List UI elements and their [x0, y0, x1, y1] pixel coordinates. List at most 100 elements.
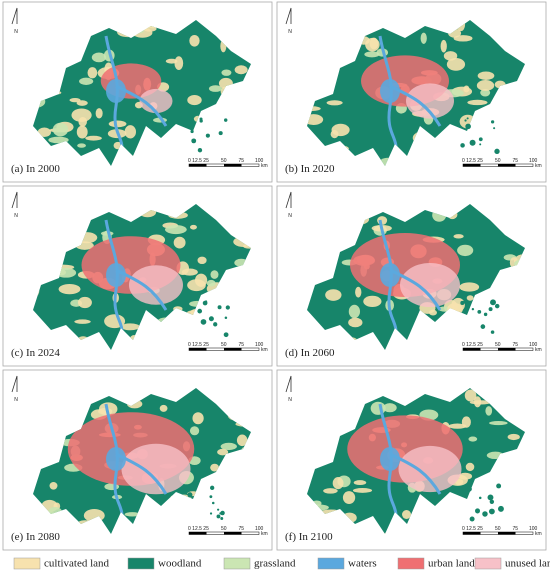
cultivated-patch — [485, 406, 493, 416]
urban-fringe — [139, 88, 173, 114]
scale-bar-black — [224, 348, 242, 351]
cultivated-patch — [467, 99, 488, 106]
cultivated-patch — [206, 279, 216, 287]
island — [490, 120, 495, 124]
island — [210, 485, 215, 490]
legend-label: grassland — [254, 558, 296, 570]
legend-swatch — [127, 557, 155, 570]
cultivated-patch — [480, 88, 491, 97]
island — [216, 514, 221, 519]
water-body — [380, 79, 400, 103]
cultivated-patch — [77, 296, 92, 309]
cultivated-patch — [181, 268, 198, 276]
island — [488, 508, 495, 515]
cultivated-patch — [217, 448, 229, 456]
cultivated-patch — [370, 401, 386, 415]
island — [225, 305, 230, 310]
cultivated-patch — [348, 317, 363, 328]
legend-label: urban land — [428, 558, 475, 570]
water-body — [106, 79, 126, 103]
island — [496, 483, 502, 489]
scale-tick: 75 — [239, 158, 245, 164]
cultivated-patch — [49, 481, 58, 490]
island — [483, 312, 488, 317]
cultivated-patch — [173, 236, 186, 249]
cultivated-patch — [363, 295, 382, 308]
scale-tick: 0 12.5 25 — [188, 158, 209, 164]
scale-bar-black — [463, 164, 481, 167]
scale-bar-black — [463, 532, 481, 535]
scale-bar-black — [498, 164, 516, 167]
island — [187, 492, 193, 498]
cultivated-patch — [77, 143, 86, 148]
scale-tick: 50 — [221, 158, 227, 164]
cultivated-patch — [165, 225, 187, 235]
island — [208, 316, 214, 322]
scale-unit: km — [261, 531, 268, 537]
island — [478, 496, 482, 500]
legend-swatch — [13, 557, 41, 570]
island — [493, 127, 496, 130]
island — [494, 148, 500, 155]
scale-tick: 75 — [239, 342, 245, 348]
cultivated-patch — [342, 491, 356, 505]
cultivated-patch — [165, 58, 178, 64]
island — [218, 131, 223, 136]
cultivated-patch — [446, 57, 466, 71]
scale-tick: 0 12.5 25 — [462, 158, 483, 164]
urban-fringe — [398, 445, 462, 493]
island — [191, 138, 197, 144]
cultivated-patch — [108, 120, 127, 128]
panel-label: (d) In 2060 — [285, 347, 335, 359]
urban-fringe — [129, 265, 183, 305]
cultivated-patch — [208, 85, 222, 92]
island — [219, 512, 222, 515]
scale-tick: 0 12.5 25 — [188, 526, 209, 532]
scale-unit: km — [535, 347, 542, 353]
scale-bar-black — [498, 348, 516, 351]
panel-label: (f) In 2100 — [285, 531, 333, 543]
cultivated-patch — [352, 488, 373, 493]
legend-label: cultivated land — [44, 558, 110, 570]
scale-tick: 75 — [513, 158, 519, 164]
cultivated-patch — [220, 442, 237, 451]
cultivated-patch — [236, 434, 248, 447]
island — [460, 300, 465, 306]
cultivated-patch — [197, 256, 207, 265]
scale-bar-black — [189, 164, 207, 167]
cultivated-patch — [120, 323, 140, 331]
cultivated-patch — [76, 125, 88, 139]
north-arrow — [11, 191, 18, 209]
cultivated-patch — [468, 436, 478, 442]
legend-swatch — [317, 557, 345, 570]
cultivated-patch — [489, 421, 508, 426]
scale-tick: 75 — [513, 342, 519, 348]
cultivated-patch — [37, 127, 51, 138]
north-arrow — [285, 7, 292, 25]
cultivated-patch — [124, 125, 137, 139]
panel-label: (a) In 2000 — [11, 163, 60, 175]
scale-bar-black — [189, 348, 207, 351]
scale-tick: 0 12.5 25 — [462, 526, 483, 532]
north-label: N — [14, 213, 18, 219]
island — [482, 511, 488, 517]
cultivated-patch — [87, 67, 98, 79]
scale-tick: 100 — [529, 158, 538, 164]
urban-fringe — [400, 263, 460, 307]
island — [490, 299, 496, 306]
cultivated-patch — [332, 477, 344, 490]
cultivated-patch — [440, 39, 447, 53]
scale-bar-black — [463, 348, 481, 351]
cultivated-patch — [402, 510, 412, 519]
cultivated-patch — [48, 136, 69, 144]
cultivated-patch — [464, 389, 477, 402]
land-use-map — [307, 204, 525, 350]
scale-tick: 100 — [529, 526, 538, 532]
cultivated-patch — [420, 32, 427, 44]
scale-tick: 0 12.5 25 — [188, 342, 209, 348]
water-body — [380, 447, 400, 471]
